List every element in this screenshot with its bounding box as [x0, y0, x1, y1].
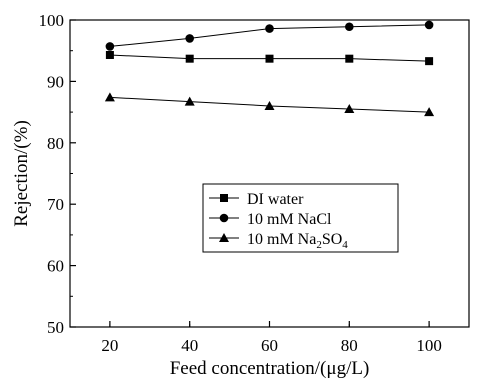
y-tick-label: 50	[47, 318, 64, 337]
data-point-circle	[424, 20, 434, 30]
x-tick-label: 40	[181, 336, 198, 355]
data-point-triangle	[264, 100, 275, 110]
legend-marker-triangle	[219, 233, 229, 242]
legend-label: 10 mM NaCl	[247, 211, 332, 228]
y-axis-title: Rejection/(%)	[11, 120, 32, 227]
x-tick-label: 60	[261, 336, 278, 355]
y-tick-label: 60	[47, 257, 64, 276]
series-triangle	[104, 92, 435, 117]
legend-text-part: 10 mM NaCl	[247, 211, 332, 228]
legend-item: DI water	[209, 191, 304, 208]
legend-text-part: DI water	[247, 191, 304, 208]
legend-subscript: 4	[342, 239, 348, 251]
data-point-triangle	[104, 92, 115, 102]
data-point-circle	[265, 24, 274, 33]
legend-label: 10 mM Na2SO4	[247, 231, 348, 251]
x-tick-label: 20	[101, 336, 118, 355]
plot-frame	[69, 19, 470, 328]
y-tick-label: 80	[47, 134, 64, 153]
x-tick-label: 80	[341, 336, 358, 355]
series-square	[105, 50, 434, 66]
data-point-triangle	[184, 96, 195, 106]
legend-subscript: 2	[316, 239, 322, 251]
data-point-circle	[105, 42, 115, 51]
legend: DI water 10 mM NaCl 10 mM Na2SO4	[202, 183, 399, 253]
y-tick-label: 70	[47, 195, 64, 214]
data-point-triangle	[344, 104, 355, 114]
data-point-circle	[185, 34, 194, 43]
data-point-triangle	[424, 107, 435, 117]
y-tick-label: 90	[47, 72, 64, 91]
legend-marker-square	[220, 194, 228, 202]
series-circle	[105, 20, 434, 51]
data-point-square	[185, 54, 194, 63]
data-point-square	[105, 50, 114, 59]
data-point-circle	[345, 22, 354, 32]
legend-item: 10 mM Na2SO4	[209, 231, 348, 251]
series-layer	[104, 20, 435, 117]
legend-item: 10 mM NaCl	[209, 211, 332, 228]
ticks-layer: 20 40 60 80 100 50 60 70 80 90 100	[39, 11, 442, 355]
y-tick-label: 100	[39, 11, 65, 30]
x-axis-title: Feed concentration/(μg/L)	[170, 358, 370, 379]
legend-label: DI water	[247, 191, 304, 208]
data-point-square	[265, 54, 274, 63]
x-tick-label: 100	[416, 336, 442, 355]
legend-text-part: 10 mM Na	[247, 231, 316, 248]
data-point-square	[425, 57, 434, 66]
data-point-square	[345, 54, 354, 63]
legend-marker-circle	[219, 213, 229, 223]
legend-text-part: SO	[322, 231, 342, 248]
